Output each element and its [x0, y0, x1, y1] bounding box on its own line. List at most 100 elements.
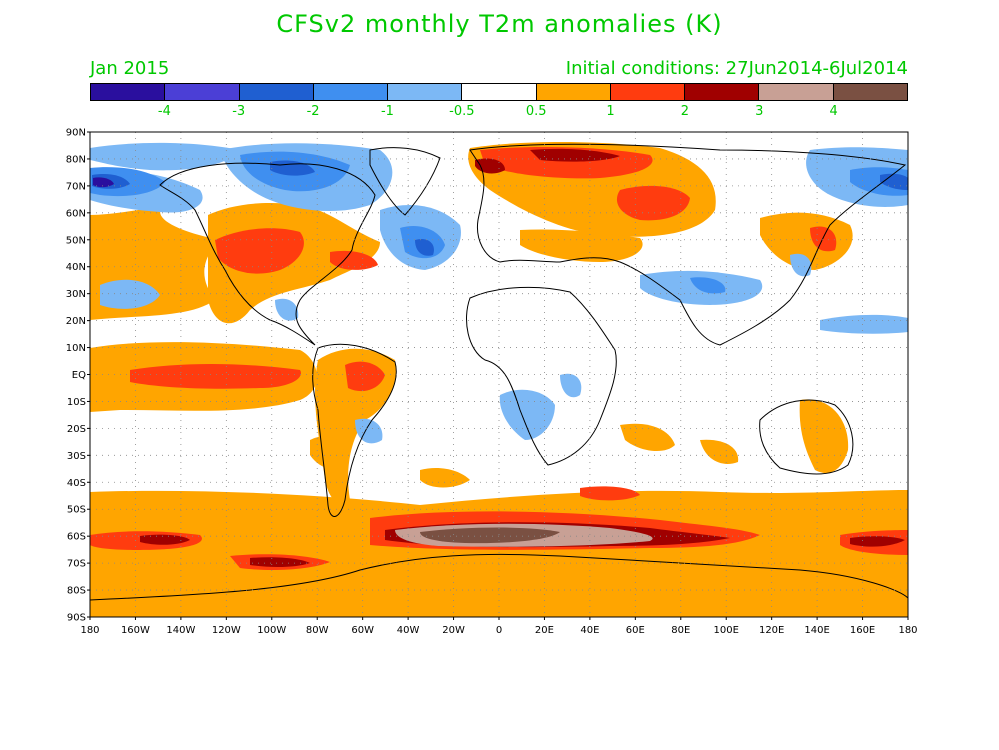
map-title: CFSv2 monthly T2m anomalies (K): [276, 10, 723, 38]
anomaly-region: [700, 439, 739, 464]
coastline-north-america: [159, 162, 376, 346]
latitude-tick-label: 30S: [67, 451, 86, 462]
colorbar-swatch: [462, 84, 537, 100]
latitude-tick-label: 40N: [66, 262, 86, 273]
anomaly-layer-lt-neg4: [93, 177, 114, 188]
longitude-tick-label: 20W: [442, 625, 465, 636]
colorbar-tick-label: -3: [232, 104, 246, 119]
longitude-tick-label: 100W: [257, 625, 286, 636]
latitude-tick-label: 90S: [67, 613, 86, 624]
colorbar-swatch: [536, 84, 611, 100]
colorbar-swatch: [610, 84, 686, 100]
longitude-tick-label: 0: [496, 625, 502, 636]
anomaly-region: [100, 279, 160, 309]
colorbar-tick-label: -4: [157, 104, 171, 119]
colorbar-tick-label: 1: [606, 104, 615, 119]
anomaly-region: [310, 436, 345, 470]
anomaly-region: [850, 536, 905, 547]
longitude-tick-label: 120E: [759, 625, 784, 636]
anomaly-region: [820, 314, 908, 334]
anomaly-region: [250, 557, 310, 568]
latitude-labels: 90N 80N 70N 60N 50N 40N 30N 20N 10N EQ 10S 20S 30S 40…: [66, 128, 90, 624]
coastline-eurasia: [469, 143, 907, 346]
anomaly-layer-neg0_5-neg1: [90, 142, 908, 444]
colorbar-swatch: [388, 84, 463, 100]
latitude-tick-label: 20S: [67, 424, 86, 435]
latitude-tick-label: 70S: [67, 559, 86, 570]
latitude-tick-label: 80S: [67, 586, 86, 597]
latitude-tick-label: 10S: [67, 397, 86, 408]
colorbar-swatch: [759, 84, 834, 100]
longitude-tick-label: 160E: [850, 625, 875, 636]
valid-month-label: Jan 2015: [90, 58, 170, 79]
anomaly-region: [420, 527, 560, 544]
latitude-tick-label: 70N: [66, 181, 86, 192]
anomaly-region: [93, 177, 114, 188]
latitude-tick-label: 50N: [66, 235, 86, 246]
anomaly-region: [790, 253, 812, 277]
longitude-tick-label: 80E: [671, 625, 690, 636]
longitude-tick-label: 80W: [306, 625, 329, 636]
latitude-tick-label: 80N: [66, 154, 86, 165]
colorbar-tick-label: -0.5: [449, 104, 475, 119]
anomaly-region: [415, 238, 434, 256]
longitude-tick-label: 60E: [626, 625, 645, 636]
longitude-tick-label: 180: [898, 625, 917, 636]
colorbar-swatch: [239, 84, 314, 100]
anomaly-region: [90, 142, 240, 171]
anomaly-region: [270, 160, 315, 176]
latitude-tick-label: 40S: [67, 478, 86, 489]
latitude-tick-label: 60N: [66, 208, 86, 219]
latitude-tick-label: 10N: [66, 343, 86, 354]
coastline-australia: [759, 399, 854, 475]
coastline-antarctica: [90, 553, 908, 601]
latitude-tick-label: 20N: [66, 316, 86, 327]
longitude-tick-label: 120W: [212, 625, 241, 636]
latitude-tick-label: EQ: [72, 370, 86, 381]
longitude-tick-label: 160W: [121, 625, 150, 636]
coastlines: [90, 143, 908, 601]
longitude-tick-label: 40W: [397, 625, 420, 636]
colorbar-swatch: [685, 84, 760, 100]
anomaly-region: [690, 277, 726, 294]
colorbar-swatch: [165, 84, 240, 100]
colorbar-tick-label: -1: [380, 104, 394, 119]
longitude-tick-label: 40E: [580, 625, 599, 636]
anomaly-region: [330, 250, 378, 270]
colorbar: [90, 83, 908, 101]
longitude-tick-label: 60W: [351, 625, 374, 636]
anomaly-region: [140, 534, 190, 545]
anomaly-region: [345, 361, 385, 392]
map-plot-area: [90, 132, 908, 617]
coastline-greenland: [369, 147, 441, 216]
colorbar-tick-label: 3: [755, 104, 764, 119]
grid-lines: [90, 132, 908, 617]
colorbar-swatch: [91, 84, 166, 100]
coastline-south-america: [312, 343, 397, 517]
colorbar-tick-label: 0.5: [525, 104, 547, 119]
anomaly-region: [620, 423, 675, 452]
latitude-tick-label: 60S: [67, 532, 86, 543]
colorbar-swatch: [833, 84, 907, 100]
latitude-tick-label: 50S: [67, 505, 86, 516]
colorbar-tick-label: 4: [829, 104, 838, 119]
anomaly-region: [130, 364, 301, 389]
latitude-tick-label: 90N: [66, 128, 86, 139]
anomaly-region: [616, 185, 690, 221]
anomaly-region: [580, 486, 640, 501]
longitude-tick-label: 140E: [804, 625, 829, 636]
coastline-africa: [466, 286, 617, 466]
anomaly-region: [520, 229, 643, 262]
colorbar-labels: -4 -3 -2 -1 -0.5 0.5 1 2 3 4: [90, 104, 908, 120]
longitude-tick-label: 100E: [714, 625, 739, 636]
anomaly-region: [760, 212, 853, 270]
colorbar-tick-label: 2: [680, 104, 690, 119]
anomaly-region: [499, 389, 555, 440]
longitude-tick-label: 180: [80, 625, 99, 636]
latitude-tick-label: 30N: [66, 289, 86, 300]
anomaly-region: [90, 490, 908, 617]
longitude-labels: 180 160W 140W 120W 100W 80W 60W 40W 20W 0 20E 40E 60…: [80, 617, 918, 636]
anomaly-region: [530, 148, 620, 162]
anomaly-region: [799, 399, 849, 474]
